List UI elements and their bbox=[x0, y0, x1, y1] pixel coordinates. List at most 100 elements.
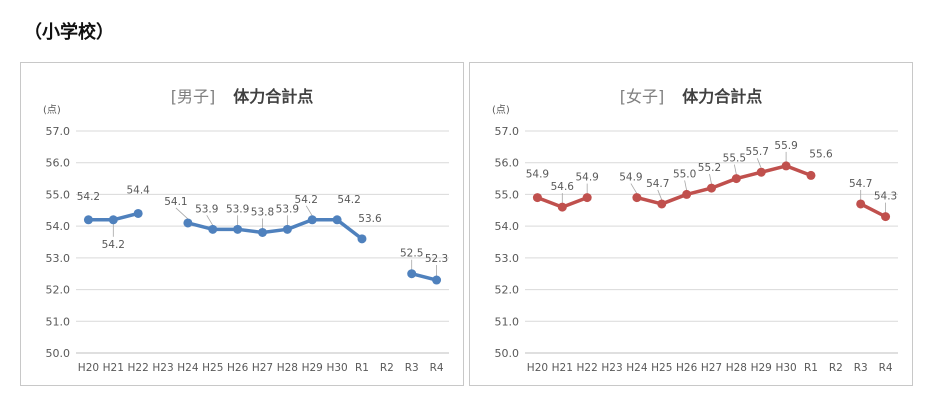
y-tick-label: 54.0 bbox=[46, 220, 71, 233]
x-tick-label: H21 bbox=[103, 362, 124, 374]
data-point bbox=[532, 193, 542, 203]
x-tick-label: H22 bbox=[577, 362, 598, 374]
x-tick-label: H26 bbox=[676, 362, 698, 374]
data-point bbox=[432, 275, 442, 285]
data-label: 55.0 bbox=[673, 168, 696, 180]
x-tick-label: H29 bbox=[751, 362, 772, 374]
y-tick-label: 53.0 bbox=[46, 252, 71, 265]
data-label: 53.9 bbox=[276, 203, 299, 215]
x-tick-label: R3 bbox=[405, 362, 419, 374]
chart-panel-boys: [男子] 体力合計点 (点) 57.0 56.0 55.0 54.0 53.0 52.0 51… bbox=[20, 62, 464, 386]
data-point bbox=[208, 224, 218, 234]
data-label: 54.9 bbox=[575, 172, 598, 184]
data-label: 54.7 bbox=[646, 178, 669, 190]
x-tick-label: H25 bbox=[651, 362, 672, 374]
y-tick-label: 56.0 bbox=[46, 157, 71, 170]
data-label: 54.9 bbox=[526, 169, 549, 181]
x-tick-label: H28 bbox=[277, 362, 298, 374]
data-point bbox=[657, 199, 667, 209]
x-tick-label: H24 bbox=[177, 362, 199, 374]
chart-title-main: 体力合計点 bbox=[682, 87, 763, 106]
data-point bbox=[856, 199, 866, 209]
x-tick-label: H30 bbox=[326, 362, 347, 374]
x-tick-label: H29 bbox=[302, 362, 323, 374]
x-tick-label: H26 bbox=[227, 362, 249, 374]
data-point bbox=[133, 208, 143, 218]
data-label: 54.1 bbox=[164, 196, 187, 208]
x-tick-label: H25 bbox=[202, 362, 223, 374]
label-leader-line bbox=[206, 215, 214, 226]
data-label: 54.7 bbox=[849, 178, 872, 190]
chart-panel-girls: [女子] 体力合計点 (点) 57.0 56.0 55.0 54.0 53.0 52.0 51… bbox=[469, 62, 913, 386]
data-point bbox=[632, 193, 642, 203]
data-point bbox=[233, 224, 243, 234]
data-point bbox=[407, 269, 417, 279]
data-label: 54.2 bbox=[337, 194, 360, 206]
y-tick-label: 53.0 bbox=[495, 252, 520, 265]
x-tick-label: R3 bbox=[854, 362, 868, 374]
data-label: 53.8 bbox=[251, 206, 274, 218]
label-leader-line bbox=[684, 180, 688, 191]
data-label: 54.3 bbox=[874, 191, 897, 203]
data-label: 53.9 bbox=[195, 203, 218, 215]
x-tick-label: R1 bbox=[804, 362, 818, 374]
data-label: 55.6 bbox=[809, 148, 833, 160]
chart-title-main: 体力合計点 bbox=[233, 87, 314, 106]
series-line-segment bbox=[858, 202, 888, 219]
label-leader-line bbox=[305, 205, 313, 217]
x-tick-label: R2 bbox=[380, 362, 394, 374]
y-tick-label: 51.0 bbox=[46, 315, 71, 328]
data-point bbox=[183, 218, 193, 228]
x-tick-label: R4 bbox=[879, 362, 893, 374]
x-tick-label: H20 bbox=[527, 362, 548, 374]
data-point bbox=[332, 215, 342, 225]
data-point bbox=[731, 174, 741, 184]
y-tick-label: 56.0 bbox=[495, 157, 520, 170]
data-point bbox=[582, 193, 592, 203]
label-leader-line bbox=[175, 207, 189, 220]
label-leader-line bbox=[630, 183, 638, 194]
y-tick-label: 55.0 bbox=[495, 188, 520, 201]
x-tick-label: H23 bbox=[152, 362, 173, 374]
data-point bbox=[258, 227, 267, 237]
data-label: 52.5 bbox=[400, 248, 423, 260]
y-tick-label: 52.0 bbox=[495, 284, 520, 297]
x-tick-label: H28 bbox=[726, 362, 747, 374]
y-tick-label: 55.0 bbox=[46, 188, 71, 201]
data-point bbox=[781, 161, 791, 171]
data-point bbox=[682, 189, 692, 199]
label-leader-line bbox=[733, 164, 737, 175]
data-label: 54.6 bbox=[551, 181, 575, 193]
chart-title: [女子] 体力合計点 bbox=[470, 83, 912, 107]
data-label: 54.9 bbox=[619, 172, 642, 184]
series-line-segment bbox=[335, 218, 364, 241]
data-label: 55.7 bbox=[746, 146, 769, 158]
data-point bbox=[307, 215, 317, 225]
chart-title-bracket: [女子] bbox=[619, 87, 665, 106]
data-label: 52.3 bbox=[425, 253, 448, 265]
page-heading: （小学校） bbox=[24, 22, 114, 43]
y-unit-label: (点) bbox=[492, 105, 510, 116]
x-tick-label: H27 bbox=[252, 362, 273, 374]
label-leader-line bbox=[709, 174, 712, 185]
label-leader-line bbox=[756, 158, 762, 169]
data-point bbox=[282, 224, 292, 234]
x-tick-label: H20 bbox=[78, 362, 99, 374]
data-point bbox=[806, 170, 816, 180]
label-leader-line bbox=[657, 189, 663, 201]
data-point bbox=[707, 183, 716, 193]
x-tick-label: H23 bbox=[601, 362, 622, 374]
chart-title: [男子] 体力合計点 bbox=[21, 83, 463, 107]
x-tick-label: H21 bbox=[552, 362, 573, 374]
data-point bbox=[357, 234, 367, 244]
data-point bbox=[83, 215, 93, 225]
data-label: 54.2 bbox=[102, 239, 125, 251]
x-tick-label: R4 bbox=[430, 362, 444, 374]
data-label: 54.2 bbox=[77, 191, 100, 203]
x-tick-label: R1 bbox=[355, 362, 369, 374]
y-tick-label: 54.0 bbox=[495, 220, 520, 233]
y-tick-label: 57.0 bbox=[46, 125, 71, 138]
x-tick-label: H22 bbox=[128, 362, 149, 374]
y-tick-label: 52.0 bbox=[46, 284, 71, 297]
data-label: 55.9 bbox=[774, 140, 797, 152]
